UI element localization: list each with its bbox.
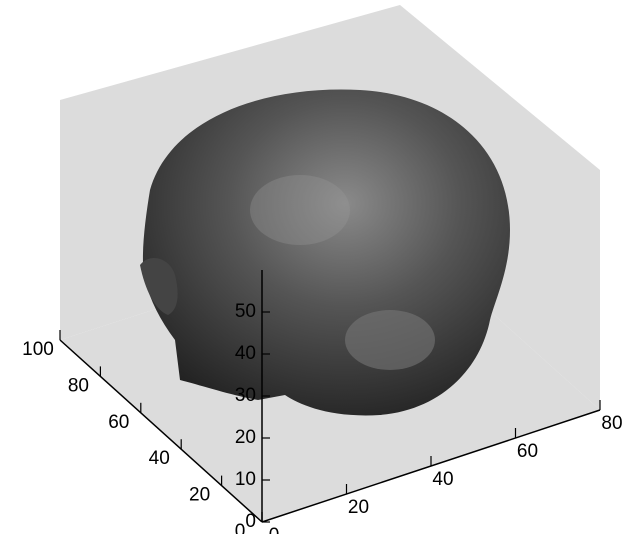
y-tick-label: 0 [235,521,246,534]
z-tick-label: 10 [235,469,256,490]
z-tick-label: 20 [235,427,256,448]
y-tick-label: 80 [68,375,89,396]
x-tick-label: 0 [269,525,280,534]
z-tick-label: 0 [245,511,256,532]
head-surface [140,89,510,416]
x-tick-label: 40 [432,469,453,490]
y-tick-label: 60 [108,412,129,433]
head [142,89,510,416]
x-tick-label: 20 [348,497,369,518]
z-tick-label: 50 [235,301,256,322]
ear [140,257,178,315]
axes: 0 20 40 60 80 0 20 40 60 80 100 0 10 20 30 40 50 [22,270,622,534]
y-tick-label: 100 [22,339,54,360]
y-tick-label: 40 [149,448,170,469]
z-tick-label: 30 [235,385,256,406]
y-axis [59,339,263,523]
head-highlight [250,175,350,245]
y-tick-label: 20 [189,485,210,506]
x-tick-label: 60 [517,441,538,462]
z-tick-label: 40 [235,343,256,364]
face-highlight [345,310,435,370]
x-tick-label: 80 [601,413,622,434]
